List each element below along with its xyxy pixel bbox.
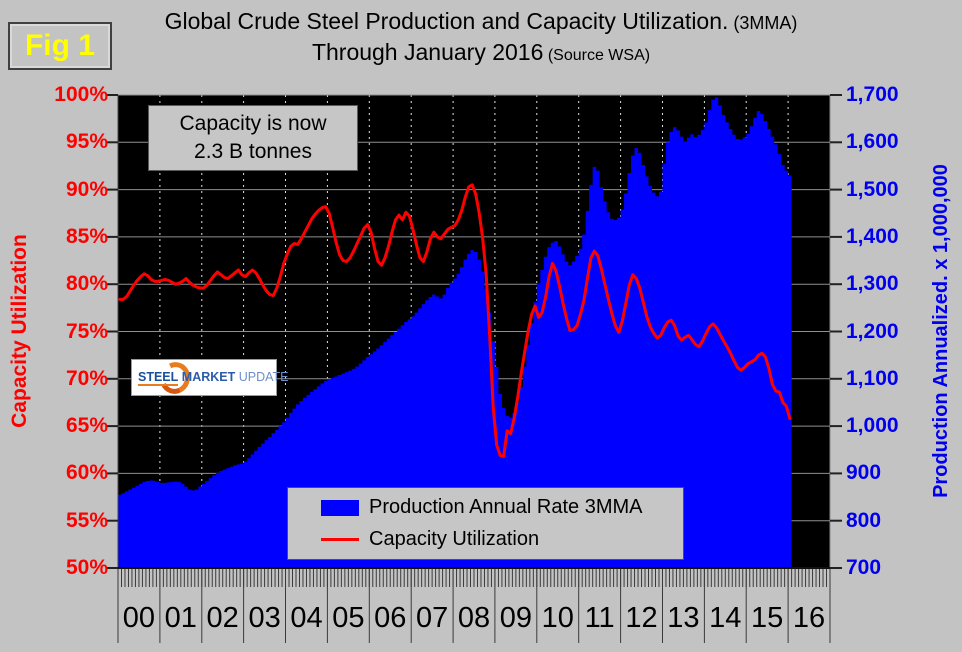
right-tick-label: 1,600 <box>846 130 899 154</box>
right-tick-label: 1,500 <box>846 177 899 201</box>
year-label-13: 13 <box>667 602 700 634</box>
year-label-02: 02 <box>206 602 239 634</box>
right-tick-label: 1,400 <box>846 224 899 248</box>
right-tick-label: 1,000 <box>846 414 899 438</box>
production-area-swatch <box>321 499 359 516</box>
left-tick-label: 65% <box>65 414 108 438</box>
legend-item-utilization: Capacity Utilization <box>321 528 683 551</box>
year-label-15: 15 <box>751 602 784 634</box>
title-main: Global Crude Steel Production and Capaci… <box>164 8 729 34</box>
utilization-line-swatch <box>321 538 359 541</box>
steel-market-update-logo: STEEL MARKET UPDATE <box>131 357 289 399</box>
right-tick-label: 800 <box>846 508 882 532</box>
left-tick-label: 80% <box>65 272 108 296</box>
year-label-16: 16 <box>792 602 826 634</box>
legend-item-production: Production Annual Rate 3MMA <box>321 496 683 519</box>
left-tick-label: 60% <box>65 461 108 485</box>
left-tick-label: 70% <box>65 366 108 390</box>
left-tick-label: 95% <box>65 130 108 154</box>
year-label-00: 00 <box>122 602 156 634</box>
legend-label-production: Production Annual Rate 3MMA <box>369 496 643 518</box>
year-label-04: 04 <box>290 602 323 634</box>
year-label-08: 08 <box>457 602 491 634</box>
title-source-note: (Source WSA) <box>543 47 651 64</box>
logo-word-steel: STEEL <box>138 370 179 386</box>
year-label-11: 11 <box>584 602 615 634</box>
right-tick-label: 700 <box>846 556 882 579</box>
right-tick-label: 1,300 <box>846 272 899 296</box>
right-tick-label: 1,100 <box>846 366 899 390</box>
left-axis-title: Capacity Utilization <box>8 234 31 428</box>
left-tick-label: 90% <box>65 177 108 201</box>
title-3mma-note: (3MMA) <box>728 13 798 33</box>
left-tick-label: 55% <box>65 508 108 532</box>
year-label-09: 09 <box>499 602 532 634</box>
year-label-14: 14 <box>709 602 742 634</box>
year-label-10: 10 <box>541 602 574 634</box>
left-tick-label: 85% <box>65 224 108 248</box>
year-label-06: 06 <box>374 602 407 634</box>
left-tick-label: 100% <box>54 83 108 106</box>
title-line-1: Global Crude Steel Production and Capaci… <box>0 8 962 35</box>
title-line-2: Through January 2016 (Source WSA) <box>0 39 962 66</box>
right-axis-title: Production Annualized. x 1,000,000 <box>930 164 952 498</box>
chart-title: Global Crude Steel Production and Capaci… <box>0 8 962 66</box>
right-tick-label: 1,200 <box>846 319 899 343</box>
title-period: Through January 2016 <box>311 39 544 65</box>
right-tick-label: 900 <box>846 461 882 485</box>
figure-tag: Fig 1 <box>8 22 112 70</box>
left-tick-label: 50% <box>65 556 108 579</box>
logo-word-market: MARKET <box>181 370 236 384</box>
capacity-annotation-line2: 2.3 B tonnes <box>194 140 312 163</box>
capacity-annotation-box: Capacity is now 2.3 B tonnes <box>148 105 358 171</box>
logo-word-update: UPDATE <box>238 370 289 384</box>
year-label-12: 12 <box>625 602 658 634</box>
year-label-01: 01 <box>164 602 197 634</box>
left-tick-label: 75% <box>65 319 108 343</box>
year-label-03: 03 <box>248 602 281 634</box>
right-tick-label: 1,700 <box>846 83 899 106</box>
year-label-05: 05 <box>332 602 365 634</box>
year-label-07: 07 <box>415 602 449 634</box>
legend-label-utilization: Capacity Utilization <box>369 528 540 550</box>
legend: Production Annual Rate 3MMA Capacity Uti… <box>287 487 684 560</box>
logo-text: STEEL MARKET UPDATE <box>138 370 289 386</box>
capacity-annotation-line1: Capacity is now <box>179 112 327 135</box>
